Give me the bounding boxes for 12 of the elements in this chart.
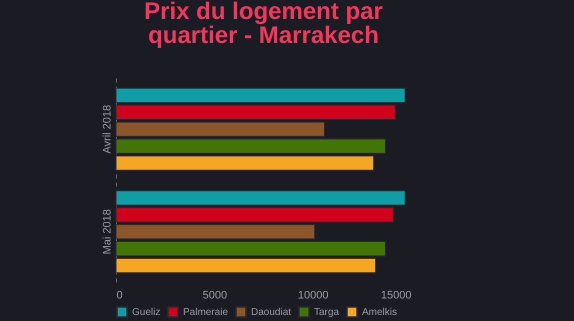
chart-title: Prix du logement par quartier - Marrakech [144, 0, 383, 49]
legend-label: Daoudiat [251, 307, 292, 318]
legend-label: Targa [314, 307, 340, 318]
x-tick-label: 5000 [202, 290, 228, 302]
legend-label: Amelkis [362, 307, 398, 318]
y-tick-label: Mai 2018 [102, 209, 114, 254]
legend-label: Palmeraie [183, 307, 228, 318]
y-tick-label: Avril 2018 [102, 104, 114, 154]
x-tick-label: 10000 [298, 290, 328, 302]
legend-label: Gueliz [132, 307, 160, 318]
x-tick-label: 0 [116, 290, 123, 302]
x-tick-label: 15000 [380, 290, 412, 302]
